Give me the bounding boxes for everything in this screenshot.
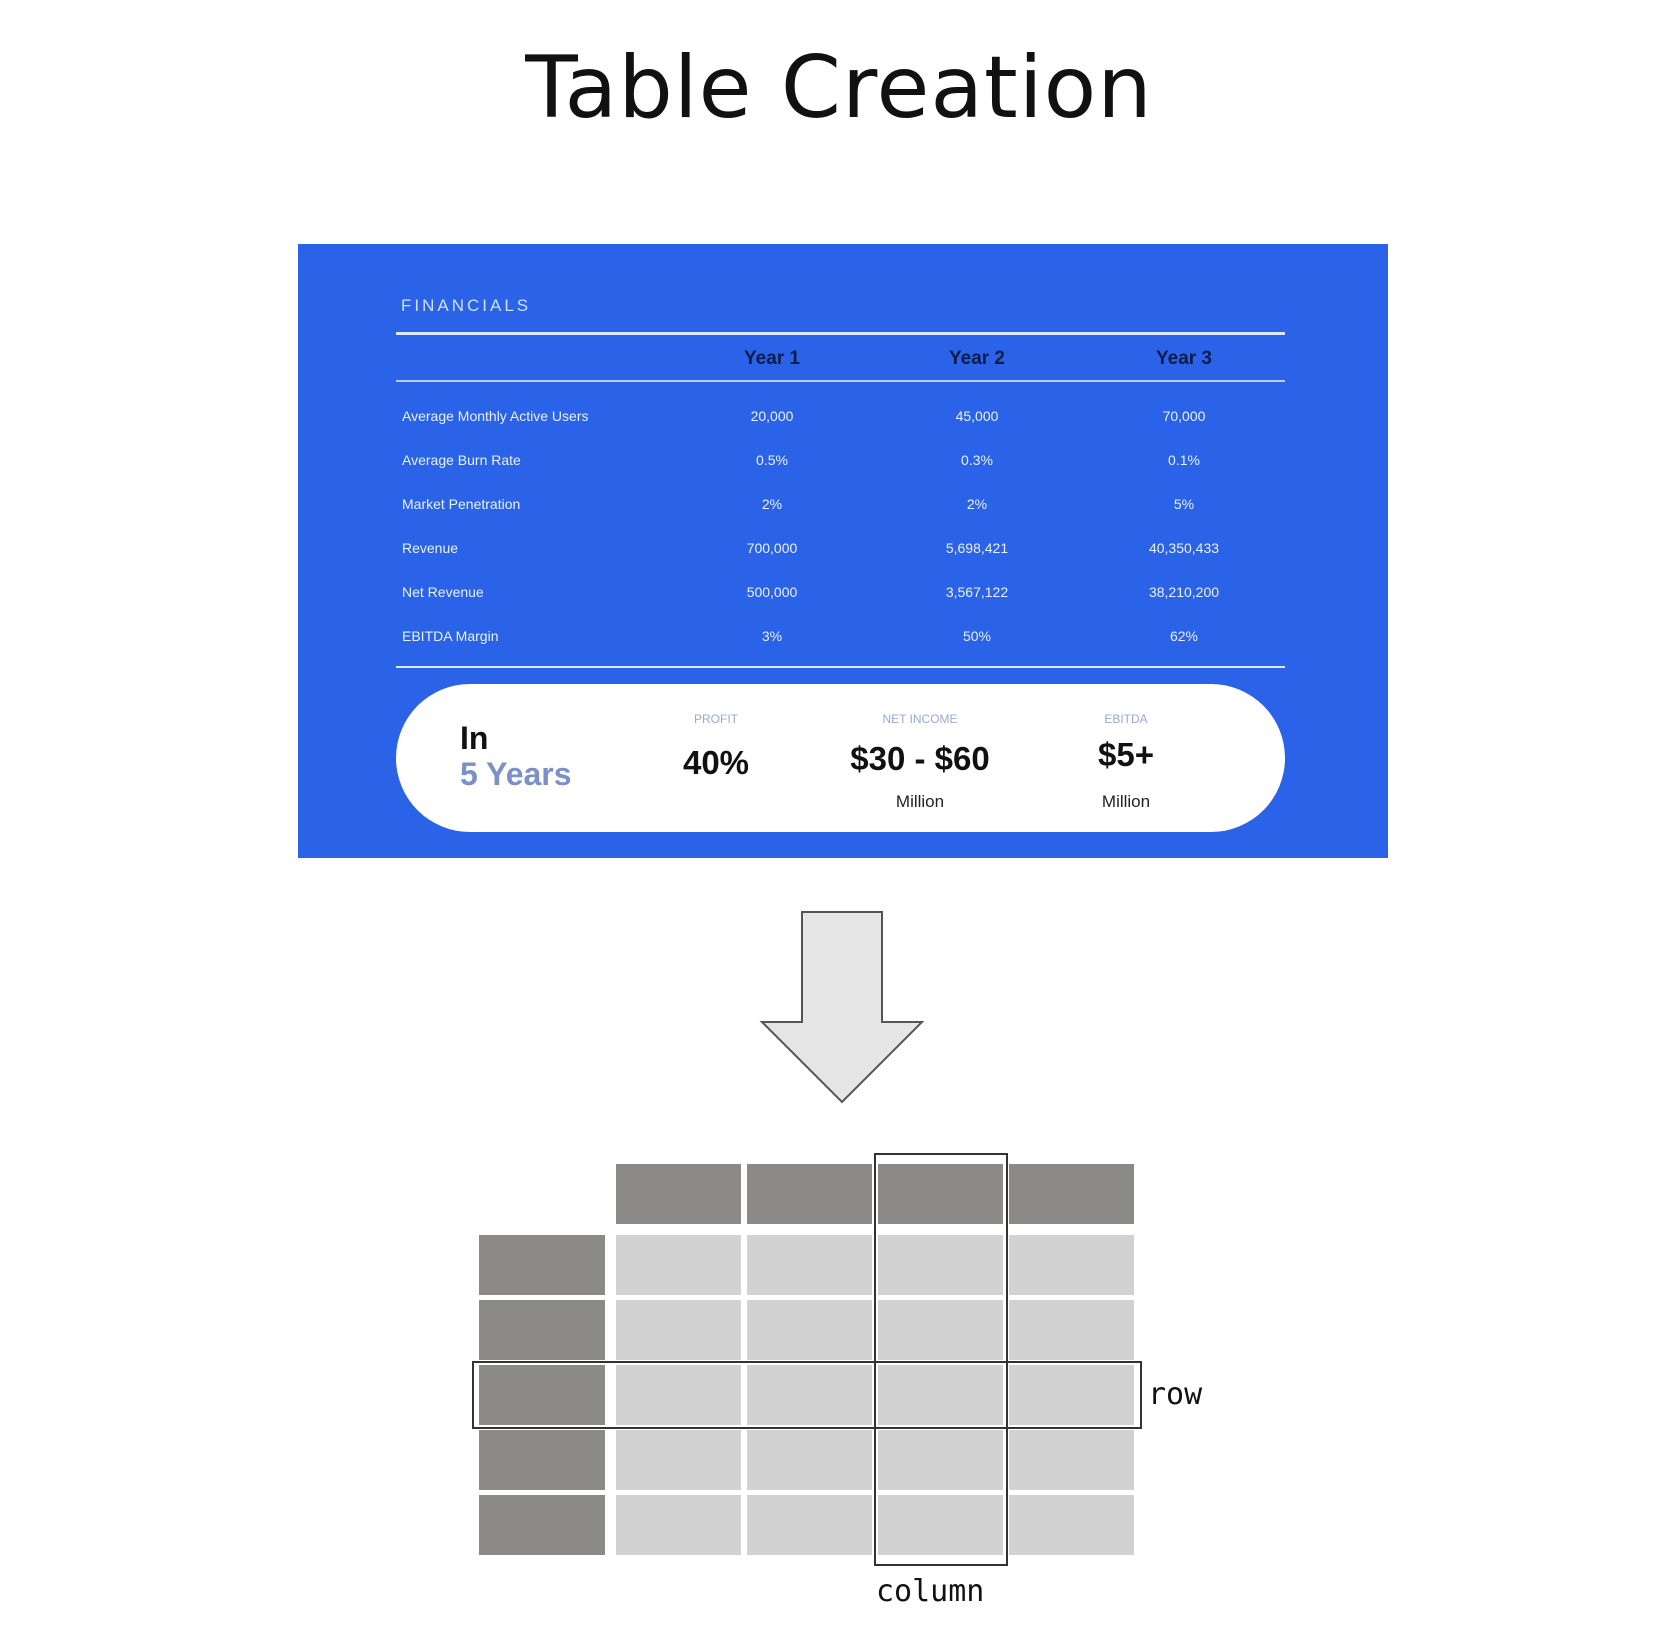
row-label: EBITDA Margin <box>402 628 499 644</box>
stat-unit: Million <box>1101 792 1151 811</box>
row-label: Revenue <box>402 540 459 556</box>
row-header-cell <box>479 1235 605 1295</box>
summary-pill: In 5 Years PROFIT 40% NET INCOME $30 - $… <box>396 684 1285 832</box>
table-cell: 45,000 <box>955 408 999 424</box>
table-cell: 0.3% <box>961 452 993 468</box>
header-cell <box>878 1164 1003 1224</box>
financials-card: FINANCIALS Year 1 Year 2 Year 3 Average … <box>298 244 1388 858</box>
table-cell: 0.5% <box>756 452 788 468</box>
column-header-year-3: Year 3 <box>1156 348 1212 369</box>
body-cell <box>747 1430 872 1490</box>
body-cell <box>1009 1365 1134 1425</box>
body-cell <box>747 1300 872 1360</box>
table-cell: 70,000 <box>1162 408 1206 424</box>
table-cell: 50% <box>962 628 992 644</box>
table-cell: 3,567,122 <box>945 584 1009 600</box>
table-row: Average Monthly Active Users 20,000 45,0… <box>396 408 1285 438</box>
body-cell <box>878 1430 1003 1490</box>
table-cell: 5,698,421 <box>945 540 1009 556</box>
table-row: EBITDA Margin 3% 50% 62% <box>396 628 1285 658</box>
table-cell: 3% <box>761 628 783 644</box>
row-header-cell <box>479 1430 605 1490</box>
table-cell: 500,000 <box>746 584 798 600</box>
table-cell: 700,000 <box>746 540 798 556</box>
body-cell <box>878 1495 1003 1555</box>
table-cell: 2% <box>761 496 783 512</box>
body-cell <box>747 1365 872 1425</box>
table-top-rule <box>396 332 1285 335</box>
body-cell <box>616 1365 741 1425</box>
row-highlight <box>472 1361 1142 1429</box>
body-cell <box>747 1495 872 1555</box>
table-cell: 40,350,433 <box>1148 540 1220 556</box>
column-header-year-2: Year 2 <box>949 348 1005 369</box>
stat-label: EBITDA <box>1104 712 1148 726</box>
table-bottom-rule <box>396 666 1285 668</box>
header-cell <box>747 1164 872 1224</box>
column-highlight <box>874 1153 1008 1566</box>
row-header-cell <box>479 1365 605 1425</box>
table-row: Revenue 700,000 5,698,421 40,350,433 <box>396 540 1285 570</box>
table-cell: 62% <box>1169 628 1199 644</box>
table-row: Average Burn Rate 0.5% 0.3% 0.1% <box>396 452 1285 482</box>
table-row: Market Penetration 2% 2% 5% <box>396 496 1285 526</box>
stat-unit: Million <box>895 792 945 811</box>
stat-label: NET INCOME <box>882 712 958 726</box>
stat-value: $5+ <box>1098 736 1154 773</box>
down-arrow-icon <box>759 911 925 1104</box>
stat-value: 40% <box>682 744 750 781</box>
summary-prefix: In <box>460 720 489 756</box>
body-cell <box>878 1365 1003 1425</box>
body-cell <box>1009 1235 1134 1295</box>
row-label: Average Burn Rate <box>402 452 521 468</box>
summary-period: 5 Years <box>460 756 572 792</box>
stat-label: PROFIT <box>694 712 738 726</box>
table-header-rule <box>396 380 1285 382</box>
row-label: Net Revenue <box>402 584 484 600</box>
body-cell <box>616 1495 741 1555</box>
page-title: Table Creation <box>525 38 1153 138</box>
table-row: Net Revenue 500,000 3,567,122 38,210,200 <box>396 584 1285 614</box>
row-header-cell <box>479 1300 605 1360</box>
column-header-year-1: Year 1 <box>744 348 800 369</box>
table-cell: 5% <box>1173 496 1195 512</box>
body-cell <box>878 1235 1003 1295</box>
table-cell: 20,000 <box>750 408 794 424</box>
body-cell <box>616 1235 741 1295</box>
table-cell: 38,210,200 <box>1148 584 1220 600</box>
body-cell <box>1009 1300 1134 1360</box>
header-cell <box>1009 1164 1134 1224</box>
stat-value: $30 - $60 <box>850 740 990 777</box>
body-cell <box>878 1300 1003 1360</box>
body-cell <box>1009 1430 1134 1490</box>
row-label: row <box>1148 1377 1203 1412</box>
body-cell <box>616 1430 741 1490</box>
row-header-cell <box>479 1495 605 1555</box>
table-cell: 0.1% <box>1168 452 1200 468</box>
row-label: Average Monthly Active Users <box>402 408 589 424</box>
body-cell <box>616 1300 741 1360</box>
table-cell: 2% <box>966 496 988 512</box>
body-cell <box>747 1235 872 1295</box>
body-cell <box>1009 1495 1134 1555</box>
header-cell <box>616 1164 741 1224</box>
column-label: column <box>876 1574 984 1609</box>
financials-heading: FINANCIALS <box>401 296 532 315</box>
row-label: Market Penetration <box>402 496 521 512</box>
